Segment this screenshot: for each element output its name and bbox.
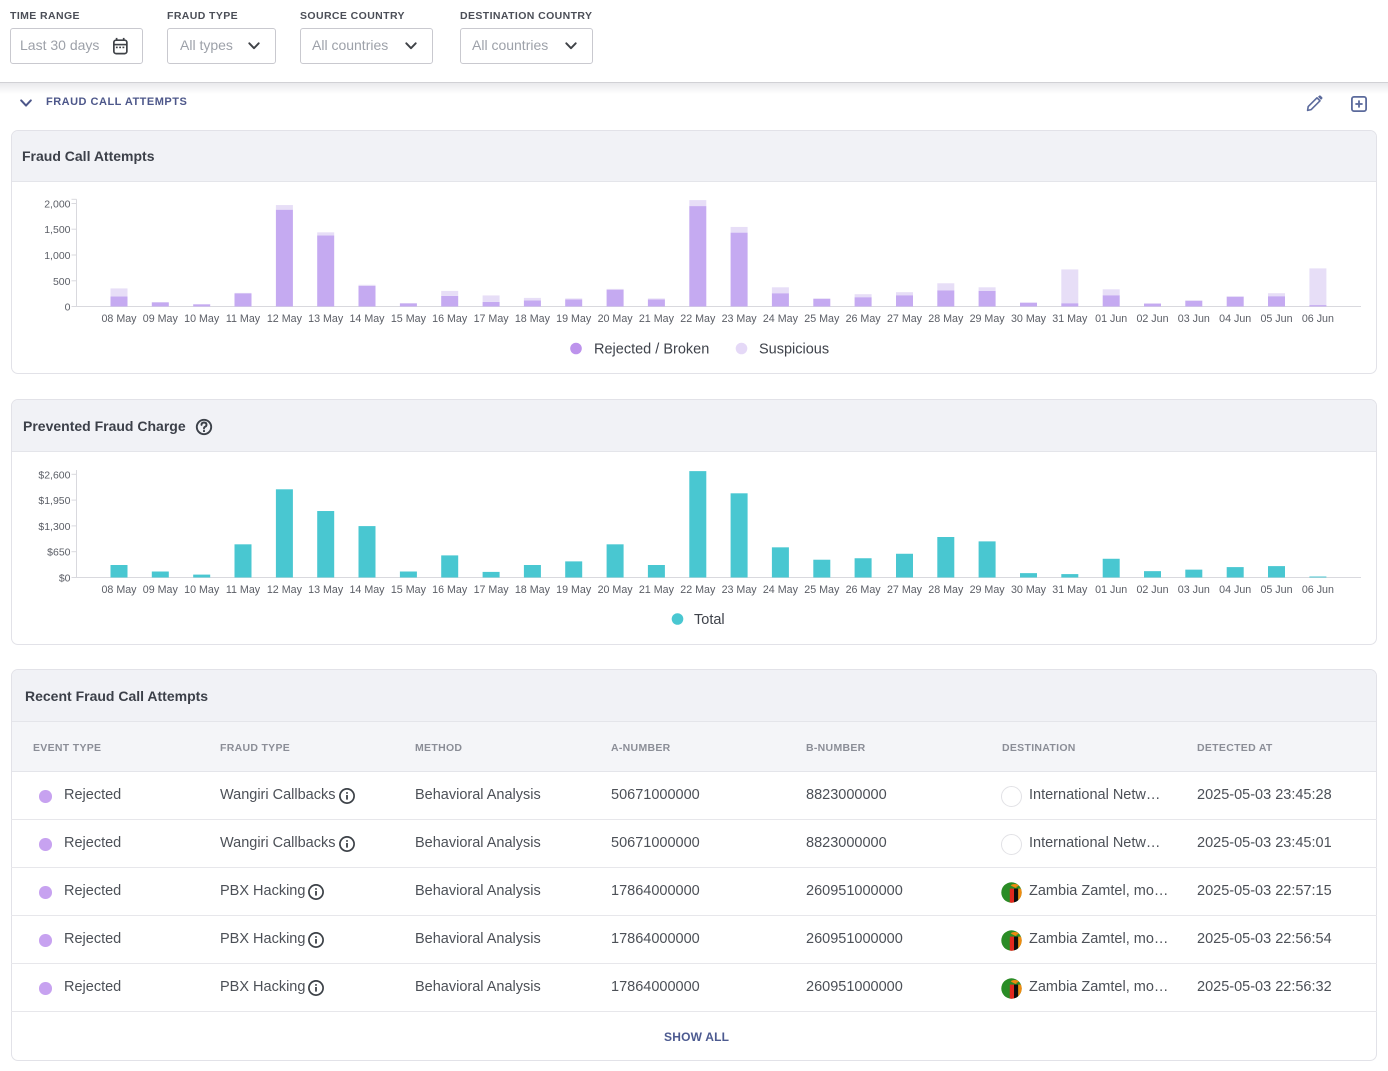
- svg-text:14 May: 14 May: [349, 313, 385, 325]
- svg-text:04 Jun: 04 Jun: [1219, 313, 1251, 325]
- svg-text:18 May: 18 May: [515, 313, 551, 325]
- svg-text:30 May: 30 May: [1011, 313, 1047, 325]
- svg-text:23 May: 23 May: [722, 584, 758, 596]
- svg-text:27 May: 27 May: [887, 313, 923, 325]
- svg-text:$650: $650: [47, 547, 71, 559]
- svg-text:0: 0: [65, 302, 71, 314]
- svg-text:$0: $0: [59, 573, 71, 585]
- svg-text:17 May: 17 May: [474, 313, 510, 325]
- svg-text:21 May: 21 May: [639, 313, 675, 325]
- svg-text:16 May: 16 May: [432, 313, 468, 325]
- svg-text:25 May: 25 May: [804, 584, 840, 596]
- svg-text:15 May: 15 May: [391, 313, 427, 325]
- svg-text:23 May: 23 May: [722, 313, 758, 325]
- svg-text:08 May: 08 May: [101, 584, 137, 596]
- svg-text:06 Jun: 06 Jun: [1302, 584, 1334, 596]
- svg-text:11 May: 11 May: [226, 584, 261, 596]
- svg-text:09 May: 09 May: [143, 313, 179, 325]
- svg-text:25 May: 25 May: [804, 313, 840, 325]
- svg-text:24 May: 24 May: [763, 584, 799, 596]
- svg-text:20 May: 20 May: [598, 313, 634, 325]
- svg-text:11 May: 11 May: [226, 313, 261, 325]
- svg-text:15 May: 15 May: [391, 584, 427, 596]
- svg-text:24 May: 24 May: [763, 313, 799, 325]
- svg-text:22 May: 22 May: [680, 313, 716, 325]
- svg-text:02 Jun: 02 Jun: [1136, 313, 1168, 325]
- svg-text:29 May: 29 May: [970, 584, 1006, 596]
- svg-text:10 May: 10 May: [184, 313, 220, 325]
- svg-text:18 May: 18 May: [515, 584, 551, 596]
- svg-text:13 May: 13 May: [308, 313, 344, 325]
- svg-text:2,000: 2,000: [44, 199, 70, 211]
- svg-text:10 May: 10 May: [184, 584, 220, 596]
- svg-text:$2,600: $2,600: [38, 469, 70, 481]
- svg-text:17 May: 17 May: [474, 584, 510, 596]
- svg-text:19 May: 19 May: [556, 313, 592, 325]
- svg-text:26 May: 26 May: [846, 313, 882, 325]
- svg-text:21 May: 21 May: [639, 584, 675, 596]
- svg-text:13 May: 13 May: [308, 584, 344, 596]
- svg-text:14 May: 14 May: [349, 584, 385, 596]
- svg-text:27 May: 27 May: [887, 584, 923, 596]
- svg-text:28 May: 28 May: [928, 313, 964, 325]
- svg-text:Rejected / Broken: Rejected / Broken: [594, 342, 709, 358]
- svg-text:1,500: 1,500: [44, 224, 70, 236]
- svg-text:20 May: 20 May: [598, 584, 634, 596]
- svg-text:05 Jun: 05 Jun: [1260, 313, 1292, 325]
- svg-text:1,000: 1,000: [44, 250, 70, 262]
- svg-text:$1,950: $1,950: [38, 495, 70, 507]
- svg-text:500: 500: [53, 276, 71, 288]
- svg-text:03 Jun: 03 Jun: [1178, 584, 1210, 596]
- svg-text:01 Jun: 01 Jun: [1095, 584, 1127, 596]
- svg-text:26 May: 26 May: [846, 584, 882, 596]
- svg-text:05 Jun: 05 Jun: [1260, 584, 1292, 596]
- svg-text:12 May: 12 May: [267, 584, 303, 596]
- svg-text:22 May: 22 May: [680, 584, 716, 596]
- svg-text:16 May: 16 May: [432, 584, 468, 596]
- svg-text:$1,300: $1,300: [38, 521, 70, 533]
- svg-text:01 Jun: 01 Jun: [1095, 313, 1127, 325]
- svg-text:06 Jun: 06 Jun: [1302, 313, 1334, 325]
- svg-text:09 May: 09 May: [143, 584, 179, 596]
- svg-text:12 May: 12 May: [267, 313, 303, 325]
- svg-text:30 May: 30 May: [1011, 584, 1047, 596]
- svg-text:04 Jun: 04 Jun: [1219, 584, 1251, 596]
- svg-text:19 May: 19 May: [556, 584, 592, 596]
- svg-text:31 May: 31 May: [1052, 584, 1088, 596]
- svg-text:03 Jun: 03 Jun: [1178, 313, 1210, 325]
- svg-text:Total: Total: [694, 612, 725, 628]
- svg-text:02 Jun: 02 Jun: [1136, 584, 1168, 596]
- svg-text:Suspicious: Suspicious: [759, 342, 829, 358]
- svg-text:08 May: 08 May: [101, 313, 137, 325]
- svg-text:31 May: 31 May: [1052, 313, 1088, 325]
- svg-text:28 May: 28 May: [928, 584, 964, 596]
- svg-text:29 May: 29 May: [970, 313, 1006, 325]
